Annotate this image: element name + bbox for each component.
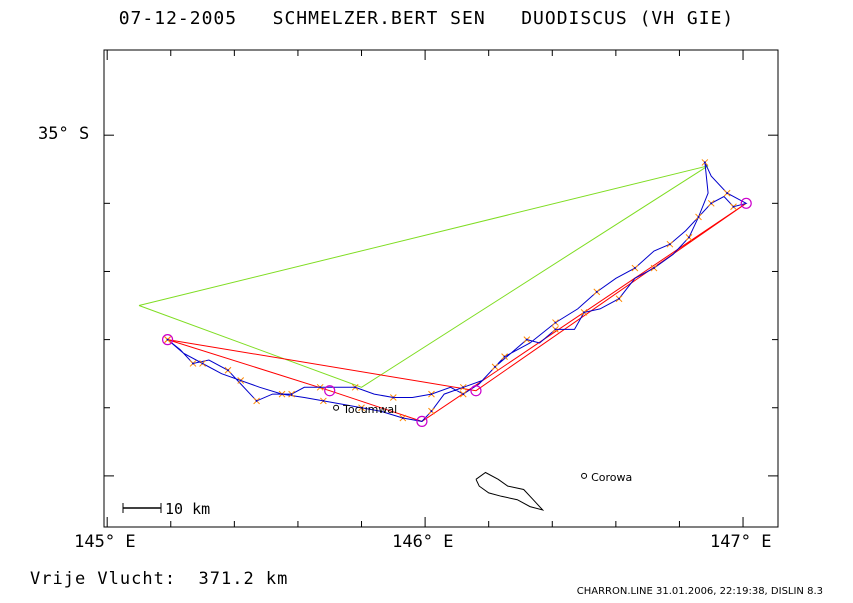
turnpoints [161, 197, 752, 427]
x-tick-label: 145° E [74, 532, 136, 552]
fix-marker [389, 394, 397, 401]
fix-marker [580, 308, 588, 316]
pilot-name: SCHMELZER.BERT SEN [272, 8, 486, 29]
free-flight-distance: Vrije Vlucht: 371.2 km [30, 569, 289, 589]
fix-marker [320, 397, 327, 405]
place-label: Corowa [591, 471, 632, 484]
axis-ticks [104, 50, 778, 527]
fix-marker [189, 360, 197, 367]
scale-bar: 10 km [122, 500, 210, 518]
map-frame [103, 49, 779, 528]
gps-track [167, 162, 748, 422]
fix-marker [730, 203, 737, 211]
fix-marker [695, 213, 702, 221]
fix-marker [459, 383, 467, 391]
river-outline [475, 471, 545, 511]
fix-marker [278, 390, 286, 398]
fix-marker [615, 295, 623, 303]
place-label: Tocumwal [342, 403, 397, 416]
track-path [167, 162, 748, 422]
fix-marker [316, 383, 324, 391]
fix-marker [164, 336, 171, 343]
fix-marker [666, 240, 674, 248]
turnpoint-marker [161, 334, 174, 346]
task-path [138, 165, 709, 388]
fix-marker [701, 159, 709, 166]
fix-marker [707, 199, 715, 207]
x-tick-label: 147° E [710, 532, 772, 552]
x-tick-label: 146° E [392, 532, 454, 552]
fix-marker [224, 366, 232, 374]
fix-marker [399, 414, 407, 422]
fix-marker [253, 397, 260, 405]
fix-marker [552, 319, 559, 326]
fix-marker [199, 360, 206, 367]
fix-marker [428, 390, 435, 398]
turnpoint-marker [324, 385, 336, 397]
flight-title: 07-12-2005 SCHMELZER.BERT SEN DUODISCUS … [0, 8, 853, 29]
fix-marker [631, 264, 639, 272]
river-path [475, 471, 545, 511]
fix-marker [723, 189, 731, 197]
turnpoint-marker [416, 415, 428, 427]
fix-marker [501, 353, 508, 360]
fix-marker [237, 377, 245, 384]
scale-bar-label: 10 km [165, 500, 210, 518]
glider-name: DUODISCUS (VH GIE) [521, 8, 735, 29]
gps-fixes [164, 159, 737, 422]
fix-marker [351, 383, 359, 391]
leg-path [167, 202, 747, 422]
flight-date: 07-12-2005 [118, 8, 238, 29]
fix-marker [288, 390, 295, 398]
fix-marker [593, 288, 601, 296]
place-markers: Tocumwal Corowa [333, 403, 632, 484]
fix-marker [428, 407, 435, 415]
fix-marker [459, 390, 467, 398]
task-line [138, 165, 709, 388]
flight-legs [167, 202, 747, 422]
place-dot [581, 472, 588, 479]
y-tick-label: 35° S [38, 124, 90, 145]
fix-marker [491, 363, 499, 371]
fix-marker [358, 404, 365, 412]
fix-marker [650, 264, 658, 272]
turnpoint-marker [740, 197, 752, 209]
turnpoint-marker [470, 385, 482, 397]
place-dot [333, 404, 340, 411]
fix-marker [552, 326, 559, 333]
fix-marker [685, 234, 693, 241]
fix-marker [523, 336, 531, 343]
credits-line: CHARRON.LINE 31.01.2006, 22:19:38, DISLI… [576, 586, 823, 597]
